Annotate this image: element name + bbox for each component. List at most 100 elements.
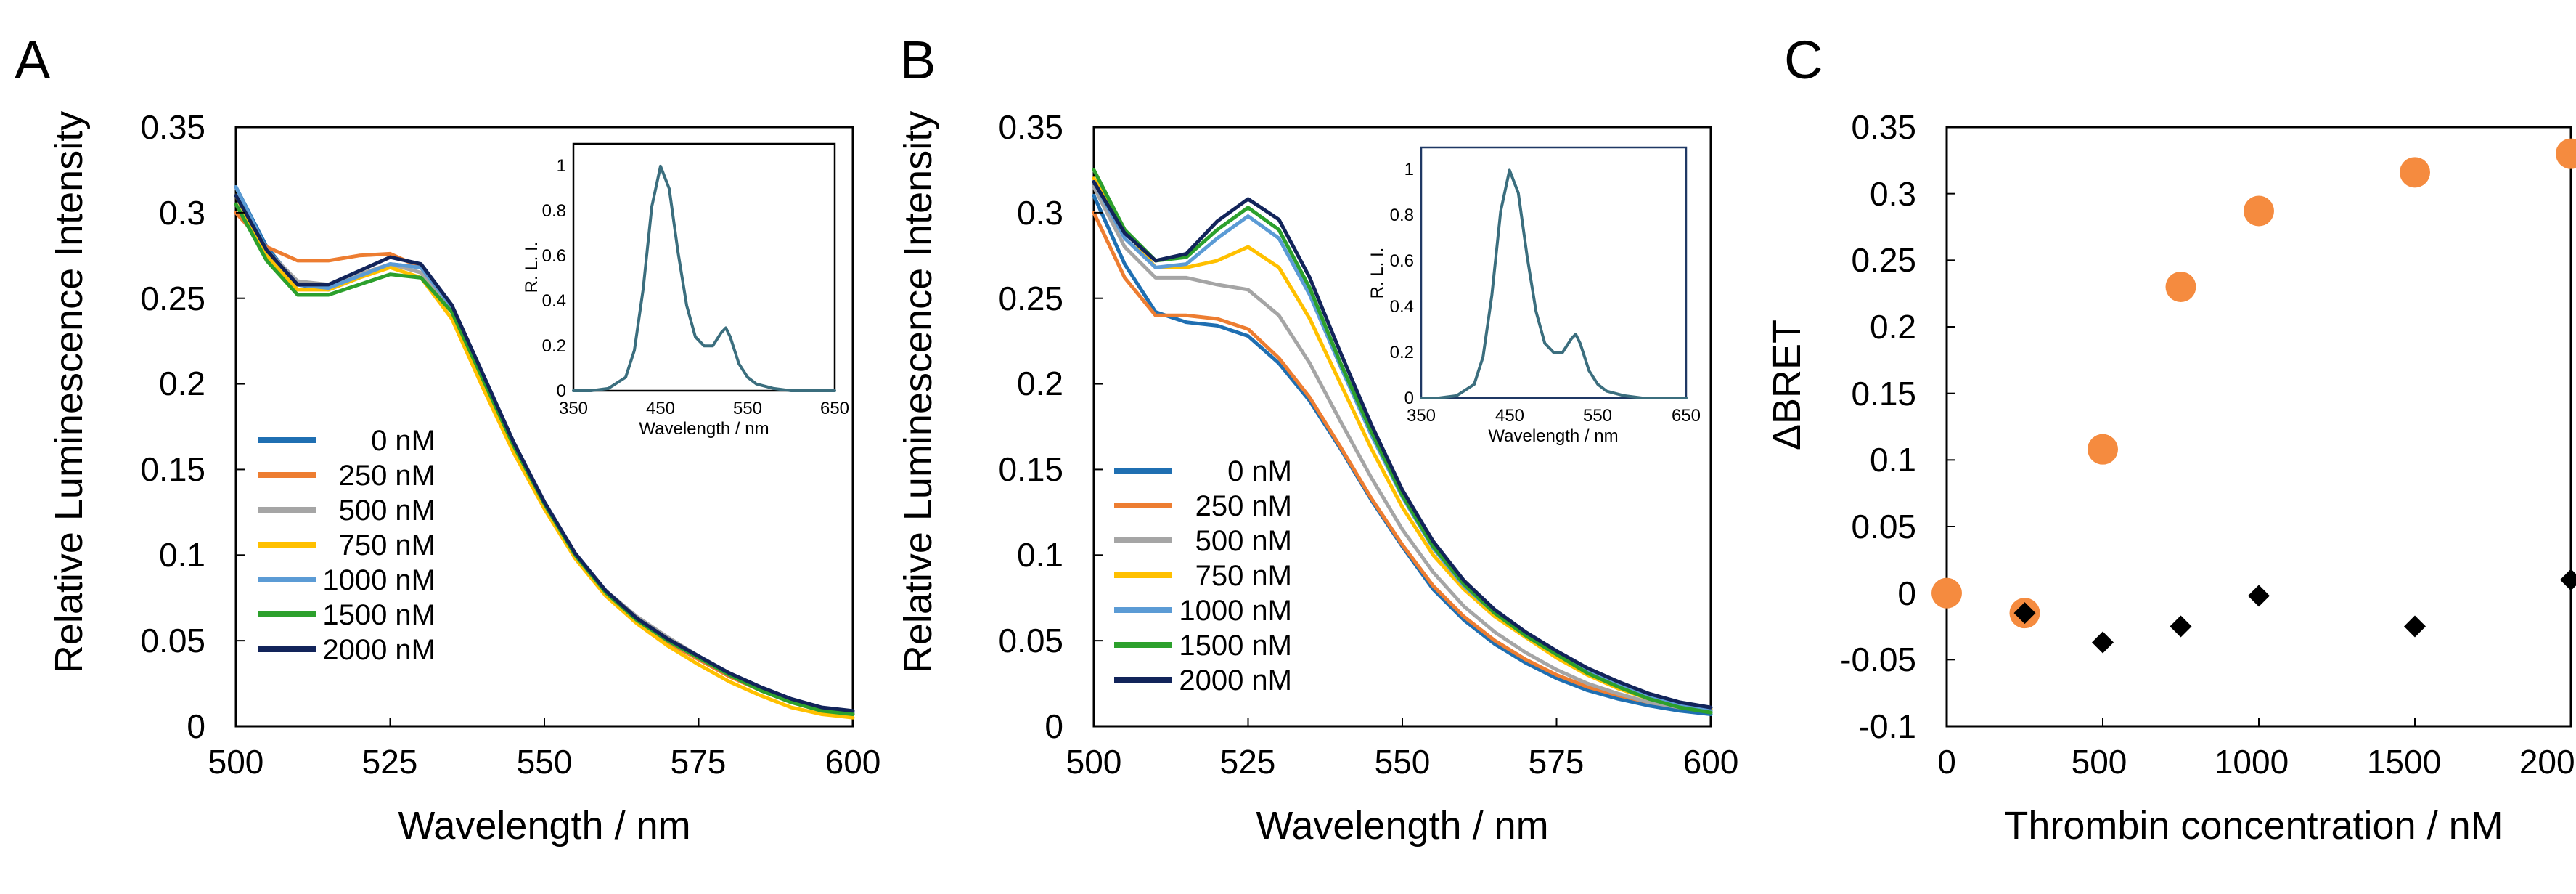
legend-item: 1500 nM — [1114, 630, 1292, 662]
ytick-label: 0.3 — [1017, 194, 1063, 232]
ytick-label: 0.05 — [998, 622, 1063, 659]
ytick-label: 0.2 — [1870, 308, 1916, 346]
series-line — [1420, 168, 1688, 399]
inset-ylabel-b: R. L. I. — [1367, 248, 1387, 299]
ytick-label: 0.05 — [140, 622, 205, 659]
inset-frame-a — [572, 142, 836, 392]
xtick-labels-c: 0 500 1000 1500 2000 — [1937, 743, 2576, 781]
inset-b: R. L. I. 0 0.2 0.4 0.6 0.8 1 350 450 550… — [1367, 146, 1701, 446]
xtick-label: 550 — [1375, 743, 1431, 781]
inset-a: R. L. I. 0 0.2 0.4 0.6 0.8 1 350 450 550… — [522, 142, 849, 439]
inset-yticks-b: 0 0.2 0.4 0.6 0.8 1 — [1390, 160, 1414, 408]
data-point-diamond — [2404, 615, 2426, 638]
legend-label: 1000 nM — [322, 564, 436, 596]
ytick-label: -0.1 — [1859, 707, 1916, 745]
inset-xlabel-a: Wavelength / nm — [639, 419, 769, 439]
inset-ytick-label: 1 — [1404, 160, 1414, 179]
xtick-label: 2000 — [2519, 743, 2576, 781]
ytick-label: 0 — [1897, 574, 1916, 612]
legend-label: 250 nM — [339, 460, 436, 492]
ytick-label: 0.2 — [1017, 365, 1063, 402]
data-point-diamond — [2170, 615, 2192, 638]
series-group-b — [1092, 168, 1713, 726]
legend-label: 1000 nM — [1179, 595, 1292, 627]
legend-item: 0 nM — [1114, 455, 1292, 487]
ytick-label: 0.15 — [140, 450, 205, 488]
xtick-label: 1500 — [2367, 743, 2441, 781]
ytick-label: 0.2 — [159, 365, 205, 402]
xtick-label: 600 — [1683, 743, 1739, 781]
ytick-label: 0.3 — [159, 194, 205, 232]
legend-item: 1000 nM — [258, 564, 436, 596]
xtick-label: 575 — [1529, 743, 1585, 781]
inset-ytick-label: 0.6 — [542, 246, 566, 266]
points-group-c — [1931, 138, 2576, 726]
legend-label: 500 nM — [339, 495, 436, 527]
ytick-label: 0.05 — [1851, 508, 1916, 545]
series-line — [1092, 168, 1713, 715]
inset-ytick-label: 0.8 — [1390, 206, 1414, 225]
ylabel-b: Relative Luminescence Intensity — [896, 111, 940, 673]
data-point-circle — [1931, 577, 1962, 609]
legend-item: 500 nM — [258, 495, 436, 527]
legend-label: 750 nM — [1195, 560, 1292, 592]
legend-item: 2000 nM — [1114, 665, 1292, 696]
ytick-labels-c: -0.1 -0.05 0 0.05 0.1 0.15 0.2 0.25 0.3 … — [1840, 108, 1916, 745]
inset-xtick-label: 450 — [1495, 406, 1524, 426]
legend-label: 2000 nM — [1179, 665, 1292, 696]
panel-label-b: B — [900, 30, 936, 90]
xtick-label: 500 — [2072, 743, 2127, 781]
inset-ytick-label: 0.8 — [542, 201, 566, 221]
ytick-label: 0.25 — [1851, 241, 1916, 279]
inset-ylabel-a: R. L. I. — [522, 242, 541, 293]
series-line — [1092, 185, 1713, 713]
series-line — [1092, 179, 1713, 710]
data-point-diamond — [2560, 569, 2576, 591]
legend-item: 1500 nM — [258, 599, 436, 631]
ytick-label: 0 — [1044, 707, 1063, 745]
xlabel-b: Wavelength / nm — [1256, 804, 1548, 848]
xlabel-c: Thrombin concentration / nM — [2004, 804, 2503, 848]
ytick-labels-b: 0 0.05 0.1 0.15 0.2 0.25 0.3 0.35 — [998, 108, 1063, 745]
data-point-circle — [2400, 157, 2430, 188]
inset-xtick-label: 350 — [1407, 406, 1436, 426]
xtick-label: 500 — [208, 743, 264, 781]
series-line — [1092, 211, 1713, 713]
ytick-label: 0.1 — [1017, 536, 1063, 574]
inset-xticks-b: 350 450 550 650 — [1407, 406, 1701, 426]
legend-a: 0 nM 250 nM 500 nM 750 nM 1000 nM 1500 n… — [258, 425, 436, 666]
legend-label: 0 nM — [371, 425, 436, 457]
inset-ytick-label: 0.4 — [1390, 297, 1414, 317]
inset-xticks-a: 350 450 550 650 — [559, 399, 849, 418]
data-point-circle — [2556, 138, 2576, 169]
series-line — [234, 193, 855, 713]
xtick-label: 550 — [517, 743, 573, 781]
xtick-label: 0 — [1937, 743, 1956, 781]
legend-item: 500 nM — [1114, 525, 1292, 557]
xtick-label: 1000 — [2215, 743, 2289, 781]
inset-xlabel-b: Wavelength / nm — [1488, 426, 1618, 446]
inset-xtick-label: 650 — [820, 399, 849, 418]
legend-label: 1500 nM — [322, 599, 436, 631]
inset-ytick-label: 0.2 — [542, 336, 566, 356]
inset-xtick-label: 350 — [559, 399, 588, 418]
inset-ytick-label: 0.2 — [1390, 343, 1414, 362]
inset-xtick-label: 650 — [1672, 406, 1701, 426]
panel-c: C ΔBRET -0.1 -0.05 0 0.05 0.1 0.15 0.2 0… — [1765, 30, 2576, 848]
legend-label: 750 nM — [339, 529, 436, 561]
ytick-label: 0.15 — [1851, 375, 1916, 413]
panel-label-c: C — [1784, 30, 1823, 90]
inset-series-b — [1420, 168, 1688, 399]
data-point-diamond — [2092, 631, 2114, 654]
ytick-label: -0.05 — [1840, 641, 1916, 678]
data-point-diamond — [2248, 585, 2270, 607]
legend-label: 0 nM — [1227, 455, 1292, 487]
data-point-diamond — [2013, 602, 2036, 625]
data-point-circle — [2088, 434, 2118, 465]
ytick-label: 0 — [187, 707, 205, 745]
inset-xtick-label: 450 — [646, 399, 675, 418]
legend-label: 500 nM — [1195, 525, 1292, 557]
legend-item: 250 nM — [258, 460, 436, 492]
ytick-label: 0.35 — [140, 108, 205, 146]
